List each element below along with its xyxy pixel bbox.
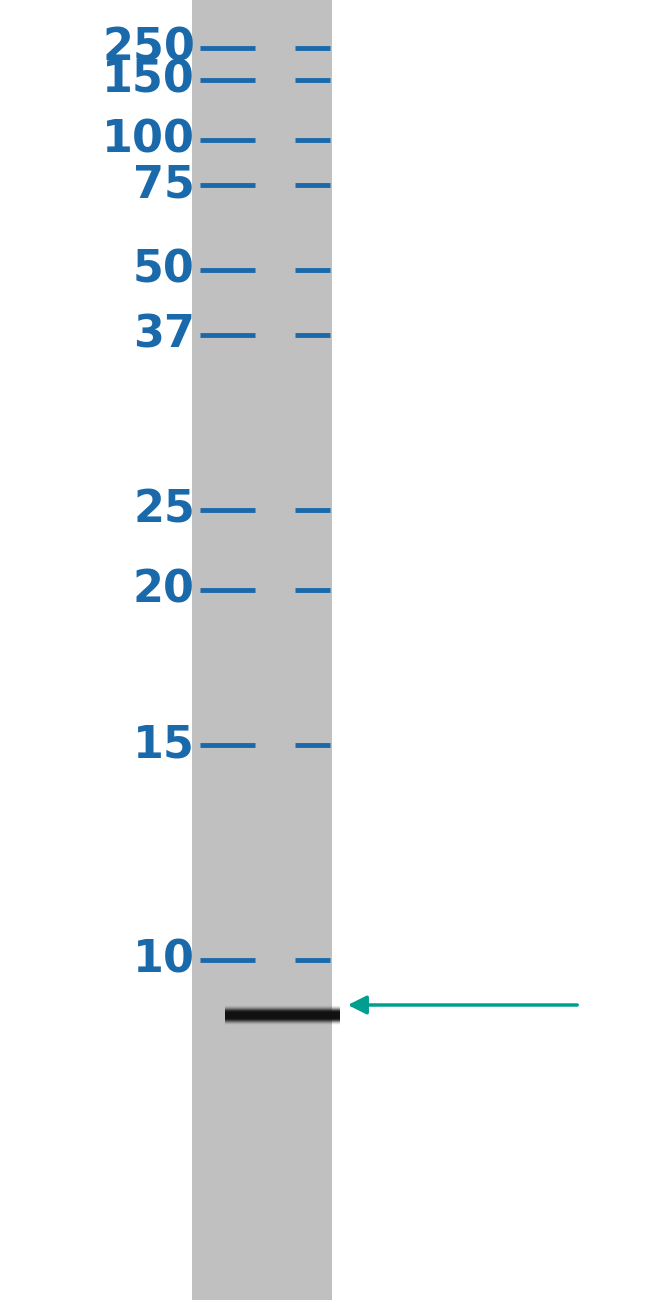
Text: 10: 10: [133, 939, 195, 982]
Text: 37: 37: [133, 313, 195, 356]
Text: 20: 20: [133, 568, 195, 611]
Text: 150: 150: [102, 58, 195, 101]
Text: 250: 250: [102, 26, 195, 69]
Text: 75: 75: [133, 164, 195, 207]
Text: 100: 100: [102, 118, 195, 161]
Text: 25: 25: [133, 489, 195, 532]
Text: 50: 50: [133, 248, 195, 291]
Text: 15: 15: [133, 724, 195, 767]
Bar: [192, 0, 332, 1300]
